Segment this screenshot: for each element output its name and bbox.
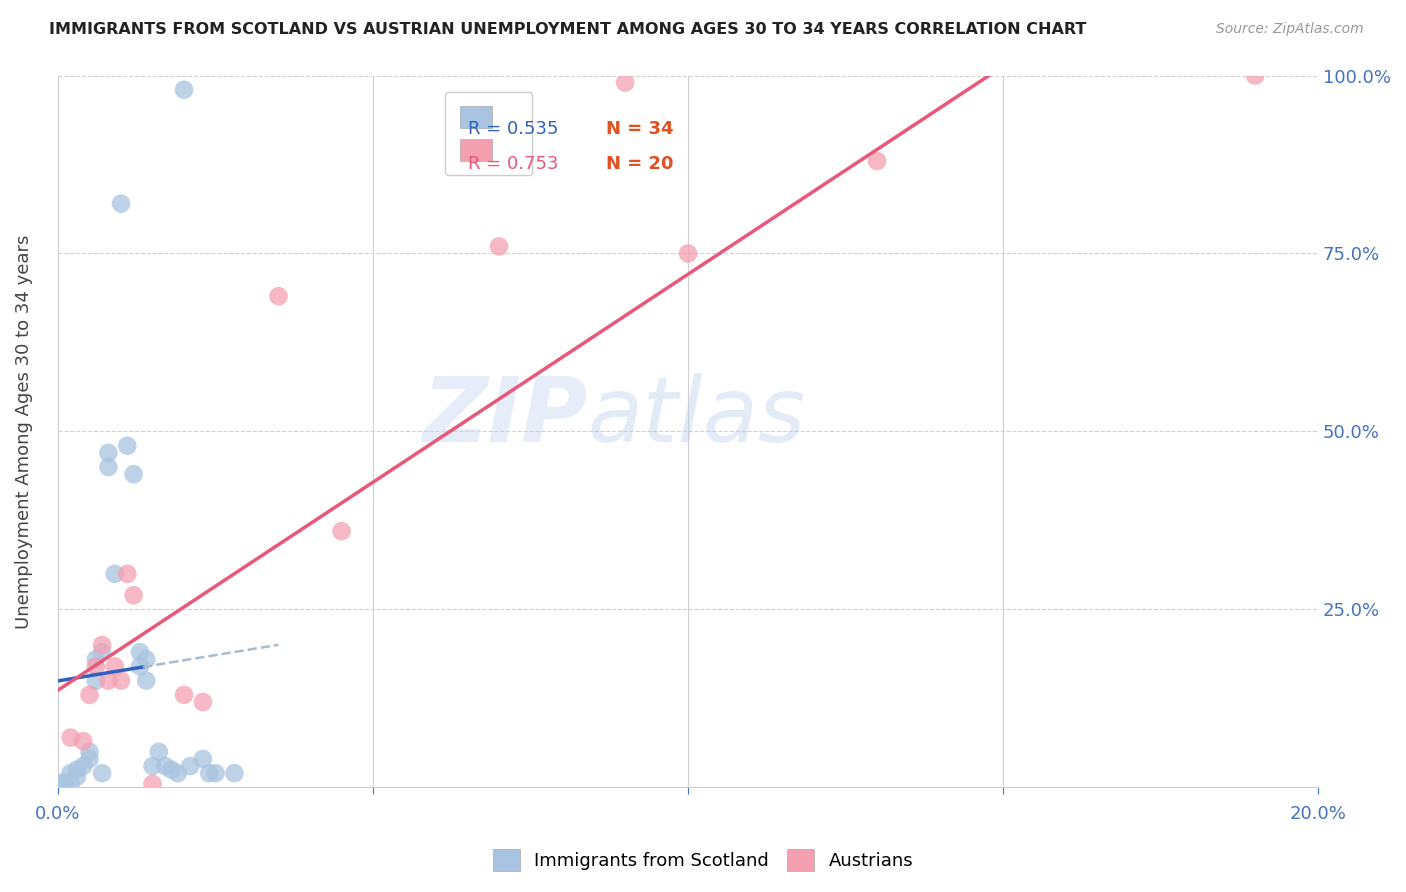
Text: N = 20: N = 20 (606, 155, 673, 173)
Point (224, 766, 246, 780)
Point (122, 467, 145, 482)
Point (179, 759, 201, 773)
Point (110, 196, 132, 211)
Y-axis label: Unemployment Among Ages 30 to 34 years: Unemployment Among Ages 30 to 34 years (15, 235, 32, 629)
Text: Source: ZipAtlas.com: Source: ZipAtlas.com (1216, 22, 1364, 37)
Point (117, 439, 139, 453)
Point (198, 766, 221, 780)
Point (97, 446, 120, 460)
Point (104, 566, 127, 581)
Point (110, 673, 132, 688)
Text: IMMIGRANTS FROM SCOTLAND VS AUSTRIAN UNEMPLOYMENT AMONG AGES 30 TO 34 YEARS CORR: IMMIGRANTS FROM SCOTLAND VS AUSTRIAN UNE… (49, 22, 1087, 37)
Legend:   ,   : , (446, 92, 533, 176)
Point (66, 770, 89, 784)
Point (97, 460, 120, 475)
Point (676, 246, 699, 260)
Point (72, 759, 94, 773)
Point (91, 766, 114, 780)
Point (191, 695, 214, 709)
Point (79, 688, 101, 702)
Point (79, 752, 101, 766)
Legend: Immigrants from Scotland, Austrians: Immigrants from Scotland, Austrians (485, 842, 921, 879)
Point (173, 83, 195, 97)
Point (59, 731, 82, 745)
Point (614, 76, 637, 90)
Point (117, 566, 139, 581)
Point (488, 239, 510, 253)
Point (122, 588, 145, 602)
Point (79, 745, 101, 759)
Point (72, 734, 94, 748)
Point (97, 673, 120, 688)
Point (191, 752, 214, 766)
Point (153, 759, 176, 773)
Point (129, 659, 152, 673)
Point (84, 659, 107, 673)
Point (84, 673, 107, 688)
Point (135, 673, 157, 688)
Point (129, 645, 152, 659)
Point (53, 777, 76, 791)
Point (173, 688, 195, 702)
Point (91, 638, 114, 652)
Point (141, 759, 163, 773)
Text: R = 0.753: R = 0.753 (468, 155, 558, 173)
Text: R = 0.535: R = 0.535 (468, 120, 558, 138)
Point (135, 652, 157, 666)
Text: N = 34: N = 34 (606, 120, 673, 138)
Point (160, 763, 183, 777)
Point (204, 766, 226, 780)
Point (1244, 69, 1267, 83)
Point (53, 774, 76, 789)
Point (59, 766, 82, 780)
Text: atlas: atlas (588, 373, 806, 461)
Point (148, 745, 170, 759)
Point (330, 524, 353, 538)
Point (66, 763, 89, 777)
Point (166, 766, 188, 780)
Point (866, 153, 889, 168)
Point (59, 777, 82, 791)
Point (141, 777, 163, 791)
Point (267, 289, 290, 303)
Text: ZIP: ZIP (422, 373, 588, 461)
Point (84, 652, 107, 666)
Point (91, 645, 114, 659)
Point (104, 659, 127, 673)
